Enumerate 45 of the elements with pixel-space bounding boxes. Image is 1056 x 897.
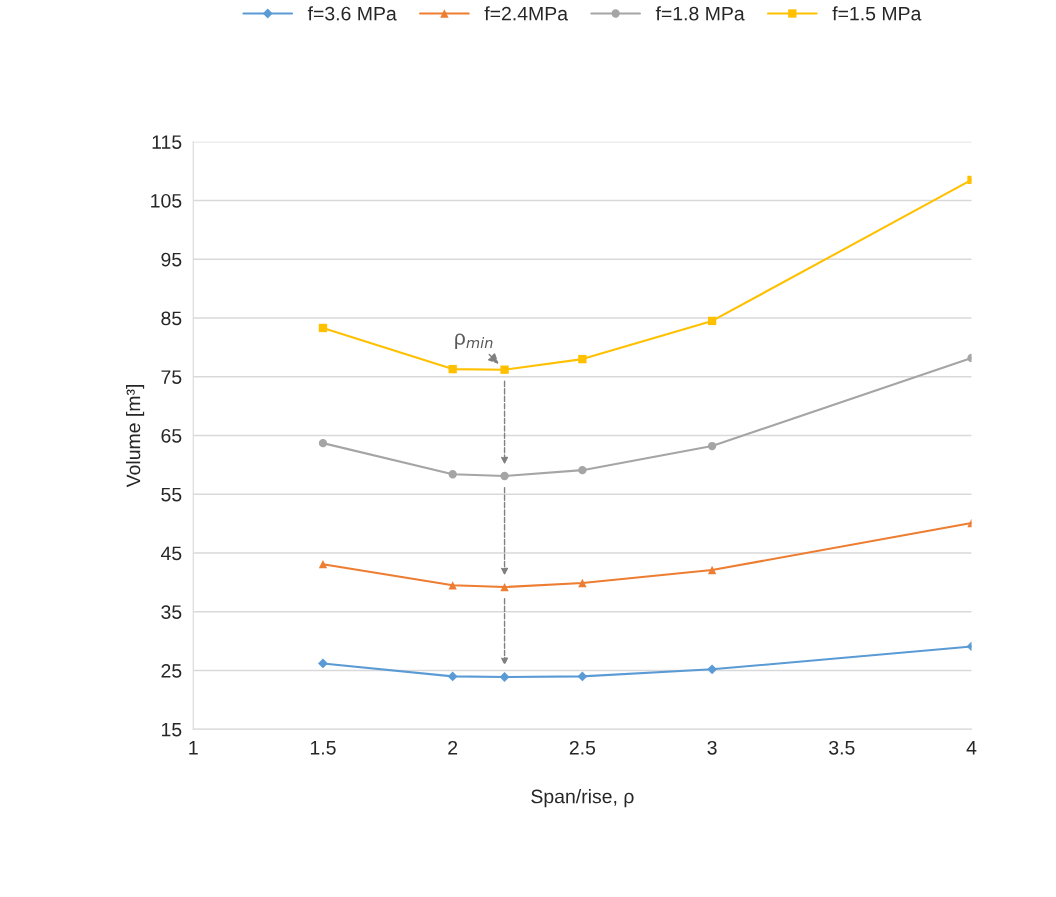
legend-label: f=1.8 MPa — [655, 6, 745, 21]
x-tick-label: 1 — [189, 741, 198, 755]
y-tick-label: 45 — [160, 546, 182, 561]
point — [577, 671, 588, 682]
point — [500, 582, 509, 592]
y-tick-label: 25 — [161, 663, 182, 678]
point — [318, 560, 328, 569]
point — [447, 671, 458, 682]
point — [578, 465, 587, 475]
point — [707, 441, 717, 451]
y-tick-label: 15 — [161, 722, 182, 737]
point — [499, 672, 510, 682]
x-tick-label: 4 — [966, 741, 977, 755]
point — [448, 364, 457, 374]
y-tick-label: 95 — [161, 252, 182, 267]
x-tick-label: 2.5 — [569, 740, 596, 755]
y-tick-label: 75 — [161, 370, 182, 384]
y-tick-label: 55 — [161, 487, 182, 502]
annotation: ρ$_{min}$ — [455, 333, 493, 349]
y-tick-label: 65 — [161, 428, 182, 443]
point — [707, 316, 717, 326]
point — [578, 354, 587, 364]
x-tick-label: 3 — [707, 740, 717, 755]
point — [500, 471, 509, 481]
y-tick-label: 105 — [151, 193, 182, 208]
point — [318, 323, 328, 333]
point — [707, 664, 718, 675]
y-axis-title: Volume [m³] — [126, 385, 145, 488]
point — [707, 565, 717, 575]
point — [318, 658, 328, 669]
legend-label: f=3.6 MPa — [307, 6, 397, 21]
x-tick-label: 1.5 — [310, 741, 336, 755]
point — [500, 365, 509, 374]
x-tick-label: 2 — [448, 740, 458, 755]
y-tick-label: 35 — [161, 605, 182, 619]
x-axis-title: Span/rise, ρ — [531, 789, 634, 808]
point — [578, 578, 587, 588]
y-tick-label: 115 — [152, 135, 182, 149]
point — [448, 581, 457, 590]
y-tick-label: 85 — [161, 311, 182, 326]
point — [318, 438, 328, 448]
legend-label: f=2.4MPa — [484, 6, 569, 21]
x-tick-label: 3.5 — [829, 740, 855, 755]
legend-label: f=1.5 MPa — [832, 6, 922, 21]
point — [448, 470, 457, 479]
